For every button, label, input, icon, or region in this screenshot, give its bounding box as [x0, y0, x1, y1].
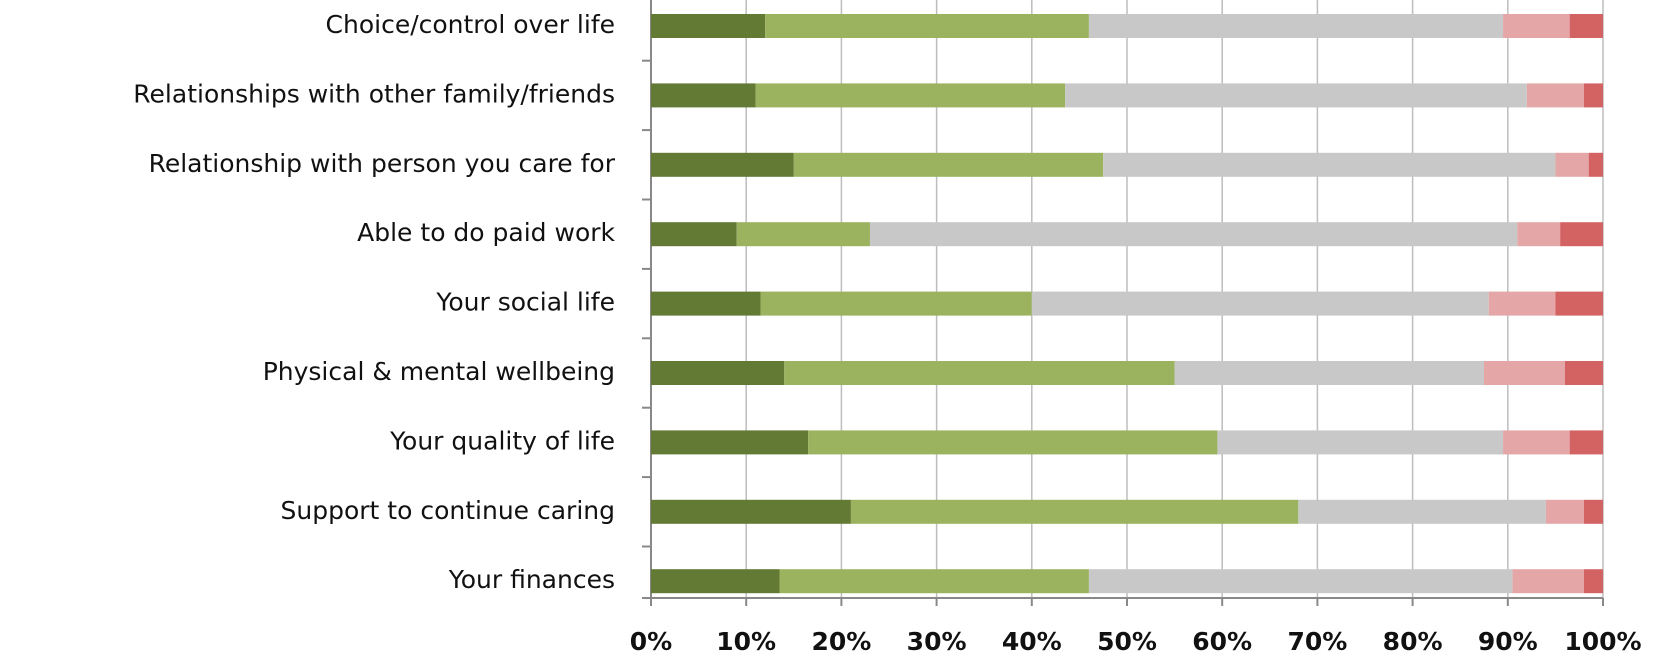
y-tick-label: Choice/control over life — [326, 10, 615, 39]
x-tick-label: 70% — [1287, 627, 1347, 656]
bar-segment — [651, 14, 766, 38]
x-tick-label: 30% — [907, 627, 967, 656]
bar-segment — [793, 152, 1104, 177]
bar-segment — [1569, 14, 1603, 38]
y-tick-label: Physical & mental wellbeing — [263, 357, 615, 386]
bar-segment — [1560, 222, 1603, 247]
x-tick-label: 80% — [1383, 627, 1443, 656]
x-tick-label: 0% — [630, 627, 672, 656]
y-tick-label: Relationship with person you care for — [149, 149, 616, 178]
bar-segment — [1555, 291, 1603, 316]
x-tick-label: 40% — [1002, 627, 1062, 656]
bar-segment — [1583, 83, 1603, 108]
bar-segment — [850, 499, 1299, 524]
bar-segment — [1512, 569, 1584, 594]
bar-segment — [1583, 569, 1603, 594]
y-tick-label: Relationships with other family/friends — [133, 79, 615, 108]
bar-segment — [1088, 569, 1513, 594]
bar-segment — [869, 222, 1518, 247]
x-tick-label: 90% — [1478, 627, 1538, 656]
bar-segment — [651, 152, 794, 177]
x-tick-label: 50% — [1097, 627, 1157, 656]
bar-segment — [651, 569, 780, 594]
bar-segment — [1503, 430, 1570, 455]
y-tick-label: Your social life — [435, 288, 615, 317]
bar-segment — [808, 430, 1218, 455]
bar-segment — [1217, 430, 1504, 455]
bar-segment — [651, 222, 737, 247]
bar-segment — [1088, 14, 1504, 38]
y-tick-label: Your quality of life — [389, 426, 615, 455]
x-tick-label: 20% — [811, 627, 871, 656]
bar-segment — [760, 291, 1032, 316]
y-tick-label: Able to do paid work — [357, 218, 615, 247]
bar-segment — [1031, 291, 1489, 316]
bar-segment — [651, 83, 756, 108]
bar-segment — [1564, 361, 1603, 385]
bar-segment — [651, 499, 851, 524]
bar-segment — [736, 222, 870, 247]
bar-segment — [1569, 430, 1603, 455]
bar-segment — [765, 14, 1089, 38]
bar-segment — [651, 361, 785, 385]
bar-segment — [1526, 83, 1584, 108]
bar-segment — [1103, 152, 1556, 177]
y-tick-label: Support to continue caring — [281, 496, 615, 525]
bar-segment — [1588, 152, 1603, 177]
bar-segment — [1503, 14, 1570, 38]
bar-segment — [1298, 499, 1546, 524]
bar-segment — [779, 569, 1089, 594]
bar-segment — [1555, 152, 1589, 177]
bar-segment — [1065, 83, 1527, 108]
bar-segment — [784, 361, 1175, 385]
x-tick-label: 100% — [1564, 627, 1641, 656]
bar-segment — [651, 430, 809, 455]
bar-segment — [1488, 291, 1556, 316]
bar-segment — [755, 83, 1066, 108]
bar-segment — [651, 291, 761, 316]
x-tick-label: 10% — [716, 627, 776, 656]
x-tick-label: 60% — [1192, 627, 1252, 656]
bar-segment — [1174, 361, 1484, 385]
bar-segment — [1484, 361, 1565, 385]
bar-segment — [1545, 499, 1584, 524]
bar-segment — [1583, 499, 1603, 524]
bar-segment — [1517, 222, 1561, 247]
y-tick-label: Your finances — [448, 565, 615, 594]
